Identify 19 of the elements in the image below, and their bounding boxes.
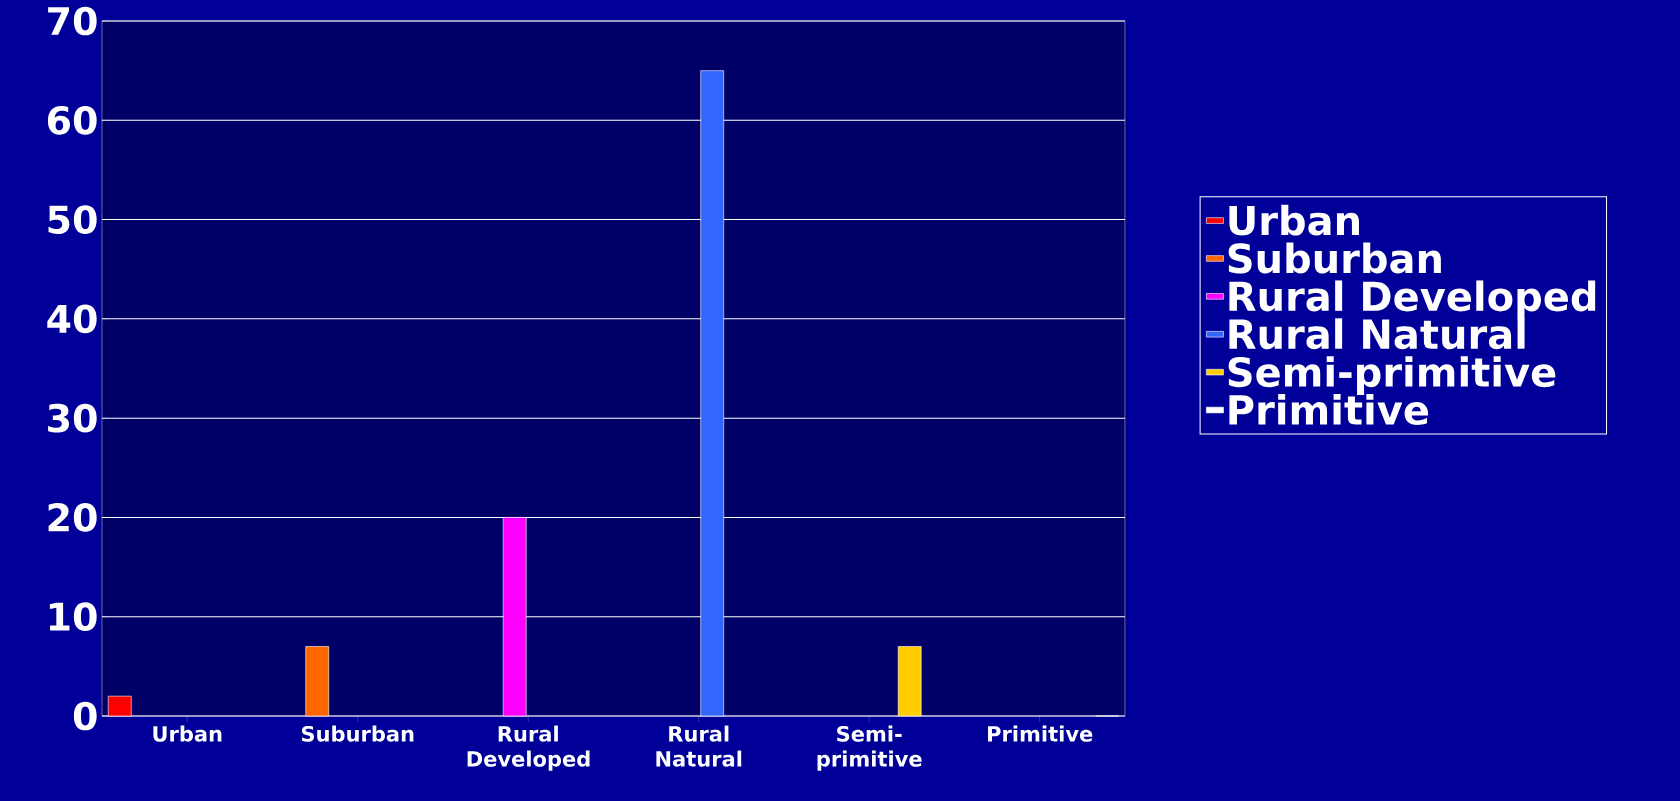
x-tick-label: Suburban bbox=[301, 725, 414, 742]
y-tick-label: 40 bbox=[47, 304, 97, 334]
x-tick-label: Rural Developed bbox=[467, 725, 590, 771]
y-tick-label: 60 bbox=[47, 105, 97, 135]
legend-label: Urban bbox=[1229, 204, 1359, 236]
legend-label: Rural Natural bbox=[1229, 318, 1525, 350]
legend-label: Semi-primitive bbox=[1228, 356, 1556, 395]
y-tick-label: 70 bbox=[48, 6, 97, 36]
y-tick-label: 50 bbox=[48, 205, 97, 234]
x-tick-label: Semi-primitive bbox=[817, 725, 922, 771]
y-tick-label: 30 bbox=[48, 403, 97, 433]
x-tick-label: Rural Natural bbox=[656, 725, 742, 767]
y-tick-label: 10 bbox=[49, 602, 97, 632]
legend-label: Suburban bbox=[1228, 242, 1441, 274]
x-tick-label: Primitive bbox=[988, 725, 1093, 742]
y-tick-label: 20 bbox=[48, 503, 97, 532]
y-tick-label: 0 bbox=[73, 701, 97, 731]
x-tick-label: Urban bbox=[153, 725, 222, 742]
legend-label: Primitive bbox=[1229, 394, 1429, 426]
